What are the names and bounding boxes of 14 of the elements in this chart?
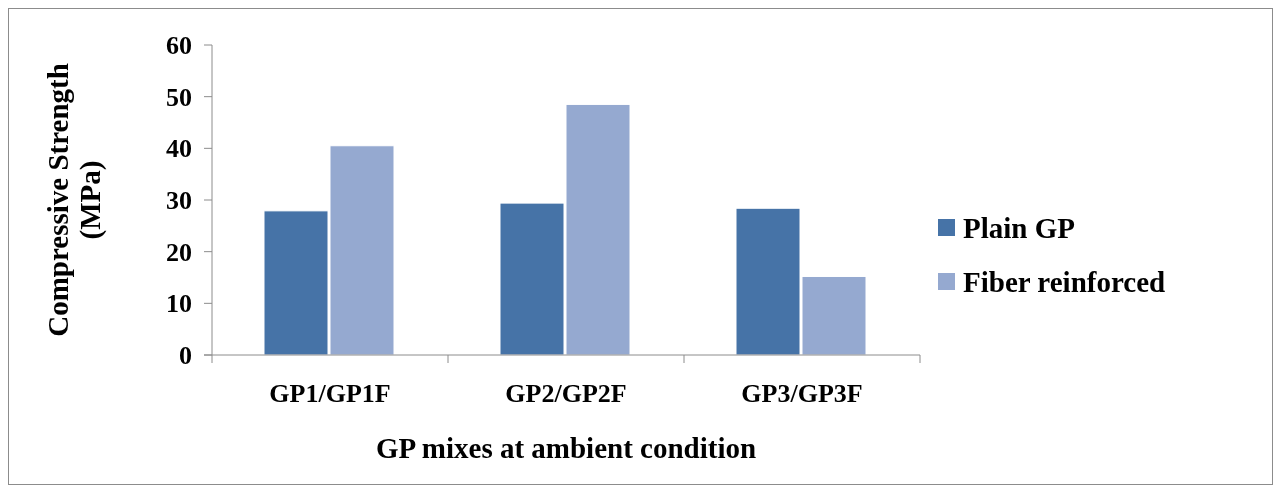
y-tick-label: 40 — [166, 134, 192, 164]
x-axis-title: GP mixes at ambient condition — [375, 432, 757, 464]
y-tick-label: 60 — [166, 31, 192, 61]
y-tick-label: 10 — [166, 289, 192, 319]
x-tick-label: GP1/GP1F — [269, 379, 391, 408]
y-axis-title: Compressive Strength (MPa) — [42, 63, 107, 337]
y-tick-label: 0 — [179, 341, 192, 371]
y-tick-label: 50 — [166, 82, 192, 112]
x-tick-label: GP3/GP3F — [741, 379, 863, 408]
legend-label: Plain GP — [963, 212, 1075, 245]
y-tick-label: 30 — [166, 186, 192, 216]
legend-label: Fiber reinforced — [963, 266, 1166, 299]
x-tick-label: GP2/GP2F — [505, 379, 627, 408]
y-tick-label: 20 — [166, 237, 192, 267]
